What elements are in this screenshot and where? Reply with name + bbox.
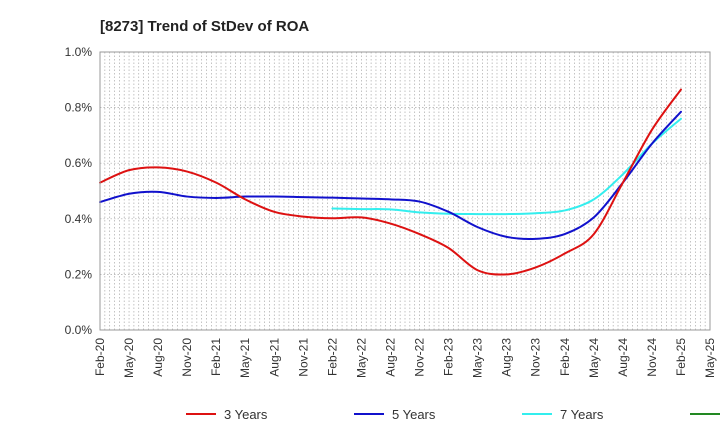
x-tick-label: Aug-24 bbox=[616, 338, 630, 377]
x-tick-label: Feb-24 bbox=[558, 338, 572, 376]
legend-label-7-years: 7 Years bbox=[560, 407, 604, 422]
grid-lines bbox=[100, 52, 710, 330]
x-tick-label: Aug-20 bbox=[151, 338, 165, 377]
y-tick-label: 0.4% bbox=[65, 212, 93, 226]
x-axis-ticks: Feb-20 May-20 Aug-20 Nov-20 Feb-21 May-21 Aug-… bbox=[93, 338, 717, 378]
x-tick-label: May-23 bbox=[471, 338, 485, 378]
plot-frame bbox=[99, 51, 711, 331]
x-tick-label: Nov-24 bbox=[645, 338, 659, 377]
x-tick-label: Feb-23 bbox=[442, 338, 456, 376]
chart-title: [8273] Trend of StDev of ROA bbox=[100, 18, 309, 35]
x-tick-label: Feb-25 bbox=[674, 338, 688, 376]
x-tick-label: Nov-21 bbox=[296, 338, 310, 377]
x-tick-label: Aug-22 bbox=[383, 338, 397, 377]
y-axis-ticks: 0.0% 0.2% 0.4% 0.6% 0.8% 1.0% bbox=[65, 45, 93, 337]
legend-label-5-years: 5 Years bbox=[392, 407, 436, 422]
series-line-3-years bbox=[99, 88, 682, 276]
x-tick-label: Feb-20 bbox=[93, 338, 107, 376]
x-tick-label: Nov-23 bbox=[529, 338, 543, 377]
x-tick-label: Feb-21 bbox=[209, 338, 223, 376]
legend-label-3-years: 3 Years bbox=[224, 407, 268, 422]
y-tick-label: 0.2% bbox=[65, 267, 93, 281]
x-tick-label: Aug-23 bbox=[500, 338, 514, 377]
x-tick-label: May-20 bbox=[122, 338, 136, 378]
x-tick-label: May-22 bbox=[354, 338, 368, 378]
x-tick-label: May-24 bbox=[587, 338, 601, 378]
y-tick-label: 1.0% bbox=[65, 45, 93, 59]
series-lines bbox=[99, 88, 682, 276]
y-tick-label: 0.6% bbox=[65, 156, 93, 170]
x-tick-label: Aug-21 bbox=[267, 338, 281, 377]
series-line-5-years bbox=[99, 110, 682, 240]
series-line-7-years bbox=[331, 117, 682, 216]
y-tick-label: 0.0% bbox=[65, 323, 93, 337]
x-tick-label: May-21 bbox=[238, 338, 252, 378]
x-tick-label: Nov-20 bbox=[180, 338, 194, 377]
x-tick-label: Feb-22 bbox=[325, 338, 339, 376]
y-tick-label: 0.8% bbox=[65, 101, 93, 115]
x-tick-label: May-25 bbox=[703, 338, 717, 378]
x-tick-label: Nov-22 bbox=[413, 338, 427, 377]
